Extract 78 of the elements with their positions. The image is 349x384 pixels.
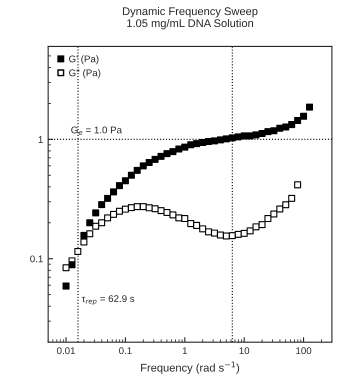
- point: [294, 181, 302, 188]
- point: [234, 133, 242, 140]
- point: [252, 223, 260, 230]
- point: [98, 219, 106, 226]
- point: [104, 214, 112, 222]
- x-tick-label: 100: [296, 347, 312, 354]
- point: [252, 131, 260, 138]
- point: [104, 194, 112, 202]
- point: [216, 136, 224, 144]
- point: [86, 230, 94, 238]
- x-tick-label: 0.1: [119, 347, 132, 354]
- point: [86, 219, 94, 226]
- point: [210, 137, 218, 144]
- ref-line-label: G$_{e}$ = 1.0 Pa: [71, 126, 122, 136]
- point: [175, 146, 182, 153]
- point: [92, 209, 100, 216]
- point: [116, 208, 123, 215]
- point: [116, 182, 123, 190]
- point: [306, 104, 314, 111]
- point: [134, 166, 141, 174]
- point: [158, 152, 165, 160]
- point: [205, 228, 212, 236]
- point: [122, 177, 129, 184]
- point: [152, 205, 159, 212]
- point: [110, 188, 118, 196]
- point: [181, 144, 188, 151]
- point: [169, 211, 176, 218]
- point: [199, 225, 206, 232]
- legend-label: G'' (Pa): [69, 69, 100, 78]
- x-tick-label: 0.01: [56, 347, 76, 354]
- point: [193, 140, 200, 148]
- point: [146, 158, 153, 166]
- x-axis-title: Frequency (rad s$^{−1}$): [141, 362, 240, 374]
- point: [128, 172, 135, 179]
- point: [276, 205, 284, 212]
- point: [169, 148, 176, 156]
- point: [288, 121, 296, 128]
- point: [240, 230, 248, 237]
- point: [80, 232, 88, 239]
- point: [110, 210, 118, 218]
- point: [158, 207, 165, 214]
- point: [246, 227, 254, 234]
- point: [216, 232, 224, 238]
- point: [146, 204, 153, 212]
- point: [264, 128, 272, 136]
- point: [80, 238, 88, 246]
- point: [163, 208, 170, 216]
- point: [98, 201, 106, 208]
- legend-label: G' (Pa): [69, 55, 98, 64]
- point: [210, 230, 218, 237]
- point: [222, 135, 230, 142]
- point: [74, 248, 82, 255]
- point: [62, 264, 70, 272]
- point: [163, 150, 170, 158]
- point: [282, 201, 290, 208]
- point: [122, 206, 129, 213]
- point: [300, 112, 308, 120]
- x-tick-label: 10: [240, 347, 250, 354]
- point: [62, 282, 70, 290]
- point: [140, 162, 147, 170]
- x-tick-label: 1: [182, 347, 188, 354]
- point: [258, 221, 266, 228]
- point: [270, 127, 278, 134]
- point: [181, 215, 188, 222]
- point: [68, 261, 76, 268]
- point: [270, 210, 278, 218]
- annotation: τ$_{rep}$ = 62.9 s: [82, 295, 134, 305]
- point: [288, 194, 296, 202]
- point: [152, 156, 159, 163]
- point: [282, 123, 290, 130]
- point: [193, 222, 200, 229]
- point: [294, 116, 302, 124]
- point: [246, 132, 254, 140]
- point: [134, 203, 141, 210]
- point: [234, 230, 242, 238]
- chart-title: Dynamic Frequency Sweep 1.05 mg/mL DNA Solution: [123, 7, 258, 30]
- point: [264, 215, 272, 222]
- point: [258, 130, 266, 137]
